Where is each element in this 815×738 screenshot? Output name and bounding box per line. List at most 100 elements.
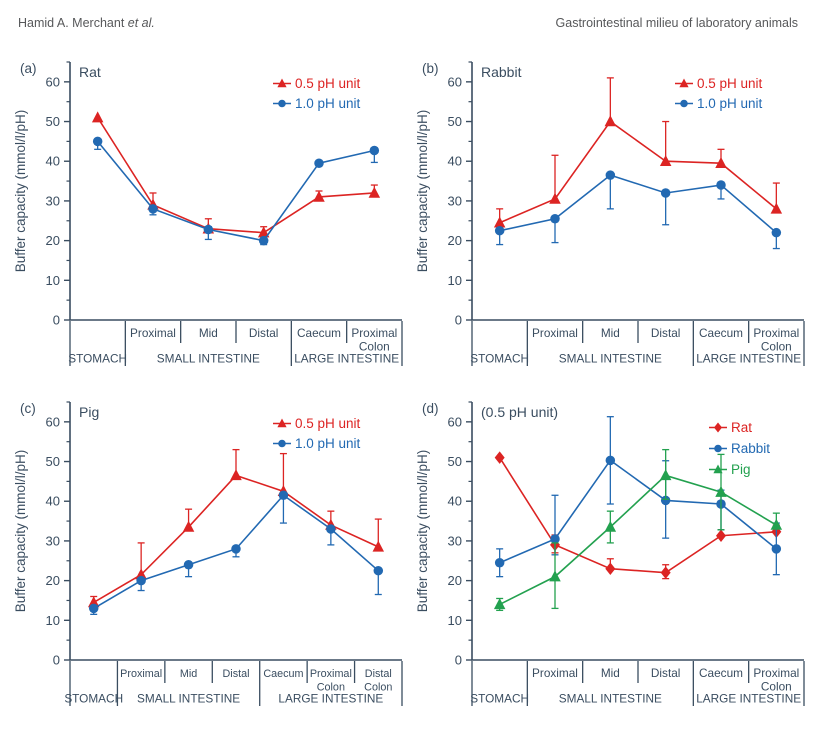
svg-text:50: 50 <box>46 454 60 469</box>
panel-title: Rat <box>79 64 101 80</box>
panel-c-pig: 0 10 20 30 40 50 60 Buffer capacity (mmol/l/pH)… <box>10 390 410 735</box>
svg-text:60: 60 <box>448 74 462 89</box>
svg-text:10: 10 <box>46 273 60 288</box>
x-cell-label: Colon <box>364 682 392 694</box>
panel-letter: (c) <box>20 401 36 416</box>
x-cell-label: Distal <box>651 326 681 340</box>
legend: 0.5 pH unit 1.0 pH unit <box>273 416 361 451</box>
x-group-label: SMALL INTESTINE <box>559 692 662 706</box>
svg-text:40: 40 <box>46 494 60 509</box>
x-cell-label: Proximal <box>753 666 799 680</box>
svg-text:50: 50 <box>448 454 462 469</box>
x-group-label: SMALL INTESTINE <box>559 352 662 366</box>
x-cell-label: Colon <box>761 340 792 354</box>
series-1.0-ph-unit <box>88 490 384 616</box>
svg-text:30: 30 <box>46 193 60 208</box>
x-cell-label: Proximal <box>310 668 352 680</box>
series-1.0-ph-unit <box>494 170 782 250</box>
svg-text:40: 40 <box>448 154 462 169</box>
legend-entry: Rabbit <box>731 441 770 456</box>
x-cell-label: Distal <box>223 668 250 680</box>
running-head-authors: Hamid A. Merchant et al. <box>18 16 155 30</box>
panel-title: Pig <box>79 404 99 420</box>
svg-text:50: 50 <box>46 114 60 129</box>
x-cell-label: Proximal <box>351 326 397 340</box>
panel-letter: (a) <box>20 61 37 76</box>
x-cell-label: Colon <box>317 682 345 694</box>
svg-text:0: 0 <box>53 653 60 668</box>
svg-text:10: 10 <box>448 273 462 288</box>
svg-text:0: 0 <box>455 653 462 668</box>
panel-title: (0.5 pH unit) <box>481 404 558 420</box>
y-axis-label: Buffer capacity (mmol/l/pH) <box>13 110 28 273</box>
legend-entry: Rat <box>731 420 752 435</box>
x-cell-label: Mid <box>601 666 620 680</box>
svg-text:60: 60 <box>46 74 60 89</box>
et-al-italic: et al. <box>127 16 155 30</box>
svg-text:40: 40 <box>46 154 60 169</box>
axes: 0 10 20 30 40 50 60 Buffer capacity (mmol/l/pH)… <box>13 61 403 366</box>
x-cell-label: Caecum <box>699 666 743 680</box>
panel-c-chart: 0 10 20 30 40 50 60 Buffer capacity (mmol/l/pH)… <box>13 401 403 706</box>
legend: Rat Rabbit Pig <box>709 420 770 477</box>
axes: 0 10 20 30 40 50 60 Buffer capacity (mmol/l/pH)… <box>13 401 403 706</box>
svg-text:20: 20 <box>448 573 462 588</box>
panel-a-chart: 0 10 20 30 40 50 60 Buffer capacity (mmol/l/pH)… <box>13 61 403 366</box>
legend-entry: 0.5 pH unit <box>295 76 361 91</box>
series-pig <box>493 448 783 612</box>
svg-text:10: 10 <box>448 613 462 628</box>
running-head-title: Gastrointestinal milieu of laboratory an… <box>555 16 798 30</box>
panel-d-chart: 0 10 20 30 40 50 60 Buffer capacity (mmol/l/pH)… <box>415 401 805 706</box>
x-cell-label: Distal <box>651 666 681 680</box>
series-0.5-ph-unit <box>87 448 385 608</box>
x-cell-label: Colon <box>761 680 792 694</box>
svg-text:20: 20 <box>448 233 462 248</box>
axes: 0 10 20 30 40 50 60 Buffer capacity (mmol/l/pH)… <box>415 401 805 706</box>
svg-text:60: 60 <box>448 414 462 429</box>
x-group-label: LARGE INTESTINE <box>696 692 801 706</box>
x-cell-label: Proximal <box>753 326 799 340</box>
panel-letter: (d) <box>422 401 439 416</box>
x-group-label: LARGE INTESTINE <box>278 692 383 706</box>
legend-entry: Pig <box>731 462 751 477</box>
svg-text:10: 10 <box>46 613 60 628</box>
series-1.0-ph-unit <box>92 136 380 246</box>
svg-text:20: 20 <box>46 573 60 588</box>
x-cell-label: Distal <box>365 668 392 680</box>
x-cell-label: Caecum <box>699 326 743 340</box>
x-group-label: LARGE INTESTINE <box>294 352 399 366</box>
svg-text:50: 50 <box>448 114 462 129</box>
x-cell-label: Proximal <box>532 666 578 680</box>
svg-text:0: 0 <box>455 313 462 328</box>
svg-text:0: 0 <box>53 313 60 328</box>
legend-entry: 0.5 pH unit <box>295 416 361 431</box>
x-cell-label: Proximal <box>130 326 176 340</box>
legend: 0.5 pH unit 1.0 pH unit <box>675 76 763 111</box>
x-group-label: SMALL INTESTINE <box>157 352 260 366</box>
legend-entry: 0.5 pH unit <box>697 76 763 91</box>
x-group-label: STOMACH <box>470 692 529 706</box>
x-group-label: STOMACH <box>68 352 127 366</box>
series-0.5-ph-unit <box>91 111 381 238</box>
svg-text:40: 40 <box>448 494 462 509</box>
svg-text:60: 60 <box>46 414 60 429</box>
x-cell-label: Distal <box>249 326 279 340</box>
panel-b-rabbit: 0 10 20 30 40 50 60 Buffer capacity (mmol/l/pH)… <box>412 50 812 395</box>
svg-text:20: 20 <box>46 233 60 248</box>
legend-entry: 1.0 pH unit <box>295 96 361 111</box>
x-cell-label: Caecum <box>297 326 341 340</box>
series-0.5-ph-unit <box>493 77 783 228</box>
legend-entry: 1.0 pH unit <box>295 436 361 451</box>
x-cell-label: Caecum <box>263 668 303 680</box>
x-cell-label: Mid <box>601 326 620 340</box>
y-axis-label: Buffer capacity (mmol/l/pH) <box>415 110 430 273</box>
x-cell-label: Mid <box>199 326 218 340</box>
panel-d-comparison: 0 10 20 30 40 50 60 Buffer capacity (mmol/l/pH)… <box>412 390 812 735</box>
x-group-label: STOMACH <box>470 352 529 366</box>
y-axis-label: Buffer capacity (mmol/l/pH) <box>13 450 28 613</box>
x-cell-label: Proximal <box>532 326 578 340</box>
legend-entry: 1.0 pH unit <box>697 96 763 111</box>
legend: 0.5 pH unit 1.0 pH unit <box>273 76 361 111</box>
x-group-label: LARGE INTESTINE <box>696 352 801 366</box>
svg-text:30: 30 <box>46 533 60 548</box>
